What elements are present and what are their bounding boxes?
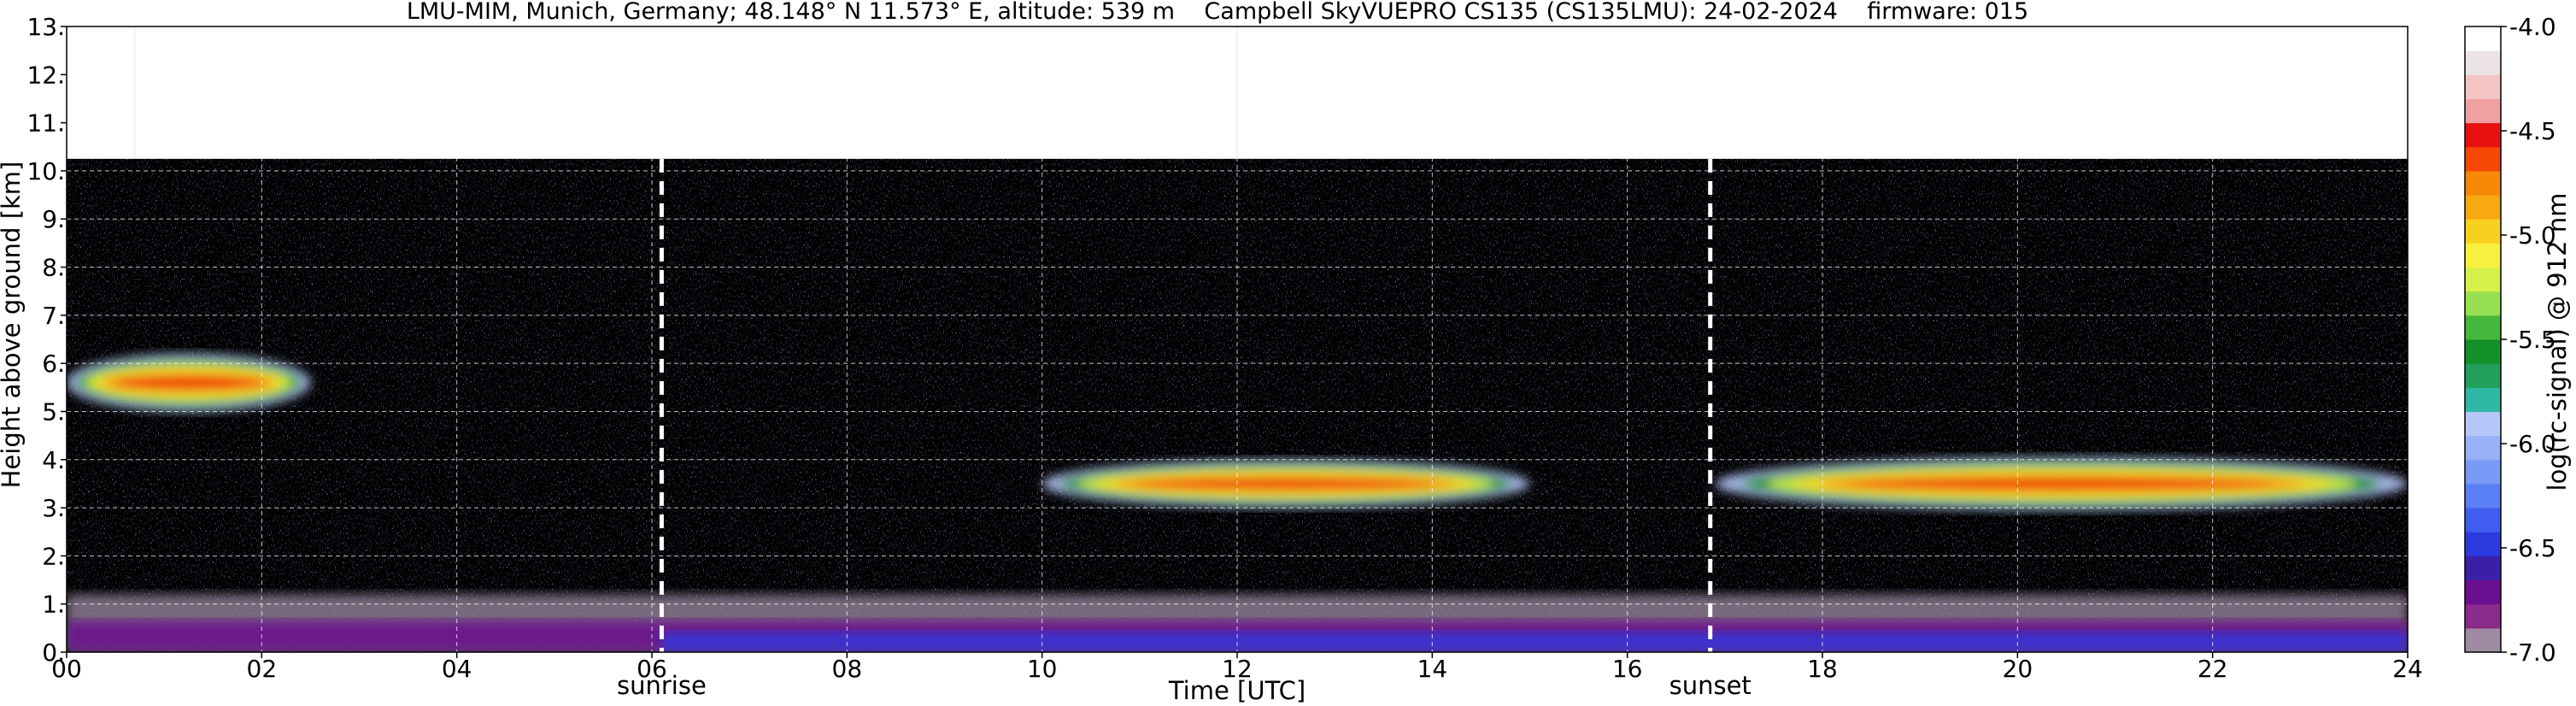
y-axis-label: Height above ground [km]: [0, 162, 26, 489]
cloud-layer: [1042, 459, 1530, 509]
y-tick-label: 12.: [26, 61, 65, 89]
annotation-label: sunset: [1669, 671, 1752, 700]
x-tick-label: 22: [2198, 655, 2228, 683]
colorbar-label: log(rc-signal) @ 912 nm: [2543, 193, 2572, 491]
x-tick-label: 24: [2392, 655, 2423, 683]
colorbar-segment: [2465, 483, 2501, 509]
near-surface-layer: [661, 632, 2408, 652]
y-tick-label: 7.: [42, 302, 65, 330]
colorbar-segment: [2465, 603, 2501, 629]
x-tick-label: 08: [832, 655, 863, 683]
colorbar-segment: [2465, 50, 2501, 75]
colorbar-segment: [2465, 580, 2501, 605]
chart-title: LMU-MIM, Munich, Germany; 48.148° N 11.5…: [407, 0, 2028, 25]
colorbar-segment: [2465, 411, 2501, 437]
y-tick-label: 8.: [42, 254, 65, 282]
x-axis-label: Time [UTC]: [1168, 676, 1306, 705]
y-tick-label: 6.: [42, 350, 65, 378]
annotations: sunrise sunset: [617, 158, 1752, 700]
x-tick-label: 00: [51, 655, 82, 683]
y-tick-label: 2.: [42, 542, 65, 570]
colorbar-segment: [2465, 26, 2501, 51]
colorbar-segment: [2465, 363, 2501, 388]
colorbar-tick-label: -7.0: [2509, 638, 2556, 667]
colorbar-segment: [2465, 627, 2501, 653]
colorbar: -4.0 -4.5 -5.0 -5.5 -6.0 -6.5 -7.0: [2464, 13, 2556, 667]
y-tick-label: 11.: [26, 109, 65, 138]
colorbar-segment: [2465, 291, 2501, 316]
colorbar-segment: [2465, 98, 2501, 124]
colorbar-tick-label: -5.5: [2509, 326, 2556, 354]
colorbar-segment: [2465, 387, 2501, 412]
colorbar-tick-label: -6.5: [2509, 534, 2556, 562]
x-tick-label: 12: [1222, 655, 1253, 683]
cloud-layer: [1715, 456, 2408, 510]
colorbar-segment: [2465, 219, 2501, 244]
colorbar-segment: [2465, 74, 2501, 99]
y-axis: 0. 1. 2. 3. 4. 5. 6. 7. 8. 9. 10. 11. 12. 13.: [26, 13, 67, 667]
y-tick-label: 13.: [26, 13, 65, 41]
cloud-layer: [67, 353, 311, 412]
colorbar-segment: [2465, 146, 2501, 172]
x-tick-label: 02: [247, 655, 278, 683]
colorbar-segment: [2465, 339, 2501, 364]
colorbar-tick-label: -4.5: [2509, 117, 2556, 145]
colorbar-segment: [2465, 195, 2501, 220]
x-tick-label: 10: [1027, 655, 1058, 683]
x-axis: 00 02 04 06 08 10 12 14 16 18 20 22 24: [51, 652, 2423, 683]
colorbar-tick-label: -6.0: [2509, 430, 2556, 458]
colorbar-segment: [2465, 243, 2501, 268]
colorbar-segment: [2465, 508, 2501, 532]
grid: [67, 26, 2408, 652]
y-tick-label: 4.: [42, 446, 65, 474]
x-tick-label: 14: [1417, 655, 1448, 683]
y-tick-label: 3.: [42, 494, 65, 522]
annotation-label: sunrise: [617, 671, 707, 700]
colorbar-tick-label: -5.0: [2509, 221, 2556, 250]
x-tick-label: 06: [637, 655, 667, 683]
y-tick-label: 9.: [42, 205, 65, 233]
y-tick-label: 0.: [42, 638, 65, 667]
x-tick-label: 18: [1807, 655, 1838, 683]
y-tick-label: 5.: [42, 397, 65, 426]
colorbar-segment: [2465, 315, 2501, 340]
y-tick-label: 10.: [26, 157, 65, 185]
x-tick-label: 04: [442, 655, 472, 683]
colorbar-segment: [2465, 435, 2501, 461]
y-tick-label: 1.: [42, 591, 65, 619]
x-tick-label: 16: [1612, 655, 1643, 683]
colorbar-segment: [2465, 556, 2501, 581]
cloud-band: [1133, 479, 1439, 488]
colorbar-tick-label: -4.0: [2509, 13, 2556, 41]
x-tick-label: 20: [2003, 655, 2033, 683]
colorbar-segment: [2465, 170, 2501, 196]
colorbar-segment: [2465, 459, 2501, 485]
colorbar-segment: [2465, 532, 2501, 556]
cloud-band: [112, 378, 265, 388]
cloud-band: [1845, 479, 2279, 489]
colorbar-segment: [2465, 122, 2501, 148]
colorbar-segment: [2465, 267, 2501, 292]
